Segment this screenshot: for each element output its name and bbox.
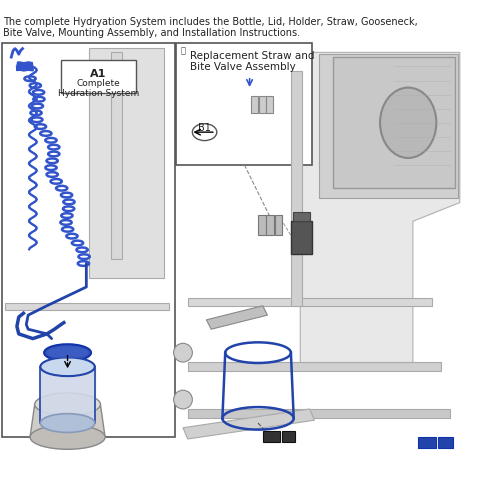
Text: Replacement Straw and
Bite Valve Assembly: Replacement Straw and Bite Valve Assembl… [190, 51, 315, 72]
Polygon shape [319, 54, 458, 198]
Polygon shape [89, 48, 164, 278]
Bar [438, 437, 453, 448]
Bar [110, 53, 122, 259]
Text: ⬜: ⬜ [180, 47, 185, 56]
Ellipse shape [174, 343, 193, 362]
Polygon shape [333, 57, 455, 188]
Bar [293, 212, 310, 221]
Text: Complete
Hydration System: Complete Hydration System [58, 79, 139, 98]
Text: The complete Hydryation System includes the Bottle, Lid, Holder, Straw, Goosenec: The complete Hydryation System includes … [3, 17, 418, 39]
Ellipse shape [47, 347, 88, 359]
Ellipse shape [40, 357, 95, 376]
Polygon shape [206, 306, 268, 329]
Bar [61, 60, 136, 93]
Ellipse shape [174, 390, 193, 409]
Polygon shape [30, 404, 105, 437]
Ellipse shape [44, 344, 91, 361]
Bar [4, 303, 169, 310]
Bar [282, 430, 294, 442]
Bar [266, 96, 273, 113]
Text: B1: B1 [198, 123, 211, 134]
Ellipse shape [30, 425, 105, 449]
Bar [252, 96, 258, 113]
Bar [258, 214, 266, 235]
Bar [262, 430, 280, 442]
Ellipse shape [40, 414, 95, 432]
Bar [176, 43, 312, 165]
Bar [418, 437, 436, 448]
Bar [291, 221, 312, 254]
Bar [275, 214, 282, 235]
Ellipse shape [192, 124, 217, 141]
Bar [188, 298, 432, 306]
Bar [2, 43, 176, 437]
Polygon shape [300, 53, 460, 372]
Bar [266, 214, 274, 235]
Bar [188, 409, 450, 418]
Polygon shape [183, 409, 314, 439]
Bar [291, 71, 302, 306]
Bar [188, 362, 441, 372]
Ellipse shape [380, 88, 436, 158]
Text: A1: A1 [90, 69, 106, 79]
Bar [259, 96, 266, 113]
Ellipse shape [34, 393, 100, 415]
